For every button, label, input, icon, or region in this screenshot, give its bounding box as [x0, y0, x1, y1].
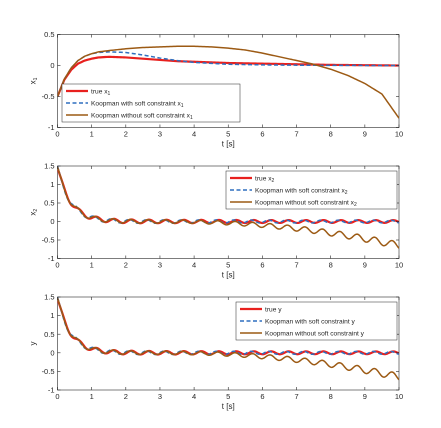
y-tick-label: 0.5 — [44, 199, 54, 208]
x-tick-label: 4 — [192, 392, 196, 401]
x-tick-label: 7 — [294, 392, 298, 401]
legend-entry: Koopman without soft constraint x2 — [255, 199, 357, 208]
x-tick-label: 7 — [294, 261, 298, 270]
y-tick-label: 0 — [50, 348, 54, 357]
x-tick-label: 1 — [90, 261, 94, 270]
x-tick-label: 5 — [226, 130, 230, 139]
legend-entry: true y — [265, 306, 282, 313]
y-axis-label: x2 — [29, 209, 40, 216]
y-tick-label: 1 — [50, 311, 54, 320]
x-tick-label: 2 — [124, 392, 128, 401]
legend-entry: Koopman with soft constraint y — [265, 318, 355, 325]
x-tick-label: 9 — [363, 261, 367, 270]
y-tick-label: -0.5 — [42, 92, 55, 101]
x-axis-label: t [s] — [222, 271, 235, 280]
y-axis-label: y — [29, 342, 38, 346]
y-tick-label: 0 — [50, 61, 54, 70]
y-tick-label: 1.5 — [44, 293, 54, 302]
series-line-3 — [57, 45, 399, 119]
legend: true y Koopman with soft constraint y Koop… — [235, 301, 398, 341]
x-tick-label: 10 — [395, 261, 403, 270]
x-tick-label: 8 — [329, 130, 333, 139]
x-axis-label: t [s] — [222, 402, 235, 411]
x-tick-label: 0 — [55, 392, 59, 401]
x-tick-label: 9 — [363, 130, 367, 139]
x-tick-label: 6 — [260, 130, 264, 139]
x-tick-label: 10 — [395, 392, 403, 401]
y-tick-label: 0 — [50, 217, 54, 226]
series-line-3 — [57, 166, 399, 249]
x-tick-label: 6 — [260, 261, 264, 270]
y-tick-label: -1 — [48, 386, 55, 395]
x-tick-label: 1 — [90, 392, 94, 401]
y-axis-label: x1 — [29, 77, 40, 84]
y-tick-label: -0.5 — [42, 367, 55, 376]
y-tick-label: -1 — [48, 254, 55, 263]
x-tick-label: 4 — [192, 261, 196, 270]
y-tick-label: 1.5 — [44, 162, 54, 171]
x-tick-label: 7 — [294, 130, 298, 139]
y-tick-label: -0.5 — [42, 236, 55, 245]
legend-box — [235, 301, 398, 341]
subplot-2: 0 1 2 3 4 5 6 7 8 9 10 -1 -0.5 0 0.5 1 1.5 t [s] x2 true x2… — [29, 162, 404, 280]
x-tick-label: 3 — [158, 261, 162, 270]
y-tick-label: 1 — [50, 180, 54, 189]
x-tick-label: 6 — [260, 392, 264, 401]
series-line-3 — [57, 297, 399, 381]
x-tick-label: 0 — [55, 130, 59, 139]
x-tick-label: 8 — [329, 392, 333, 401]
legend-entry: Koopman with soft constraint x1 — [91, 100, 184, 109]
y-tick-label: -1 — [48, 123, 55, 132]
x-tick-label: 5 — [226, 261, 230, 270]
legend: true x2 Koopman with soft constraint x2 Ko… — [225, 170, 398, 210]
legend-entry: Koopman without soft constraint x1 — [91, 112, 193, 121]
legend-entry: Koopman with soft constraint x2 — [255, 187, 348, 196]
legend: true x1 Koopman with soft constraint x1 Ko… — [61, 83, 241, 123]
x-tick-label: 2 — [124, 130, 128, 139]
x-tick-label: 4 — [192, 130, 196, 139]
x-tick-label: 2 — [124, 261, 128, 270]
y-tick-label: 0.5 — [44, 330, 54, 339]
x-tick-label: 10 — [395, 130, 403, 139]
y-tick-label: 0.5 — [44, 30, 54, 39]
x-tick-label: 3 — [158, 130, 162, 139]
x-axis-label: t [s] — [222, 140, 235, 149]
x-tick-label: 9 — [363, 392, 367, 401]
x-tick-label: 0 — [55, 261, 59, 270]
legend-box — [61, 83, 241, 123]
x-tick-label: 3 — [158, 392, 162, 401]
x-tick-label: 8 — [329, 261, 333, 270]
subplot-3: 0 1 2 3 4 5 6 7 8 9 10 -1 -0.5 0 0.5 1 1.5 t [s] y true y Ko… — [29, 293, 404, 411]
x-tick-label: 5 — [226, 392, 230, 401]
series-line-2 — [57, 51, 399, 97]
legend-entry: true x1 — [91, 88, 111, 97]
legend-entry: true x2 — [255, 175, 275, 184]
x-tick-label: 1 — [90, 130, 94, 139]
legend-box — [225, 170, 398, 210]
subplot-1: 0 1 2 3 4 5 6 7 8 9 10 -1 -0.5 0 0.5 t [s] x1 true x1 Koop… — [29, 30, 404, 148]
legend-entry: Koopman without soft constraint y — [265, 330, 365, 337]
